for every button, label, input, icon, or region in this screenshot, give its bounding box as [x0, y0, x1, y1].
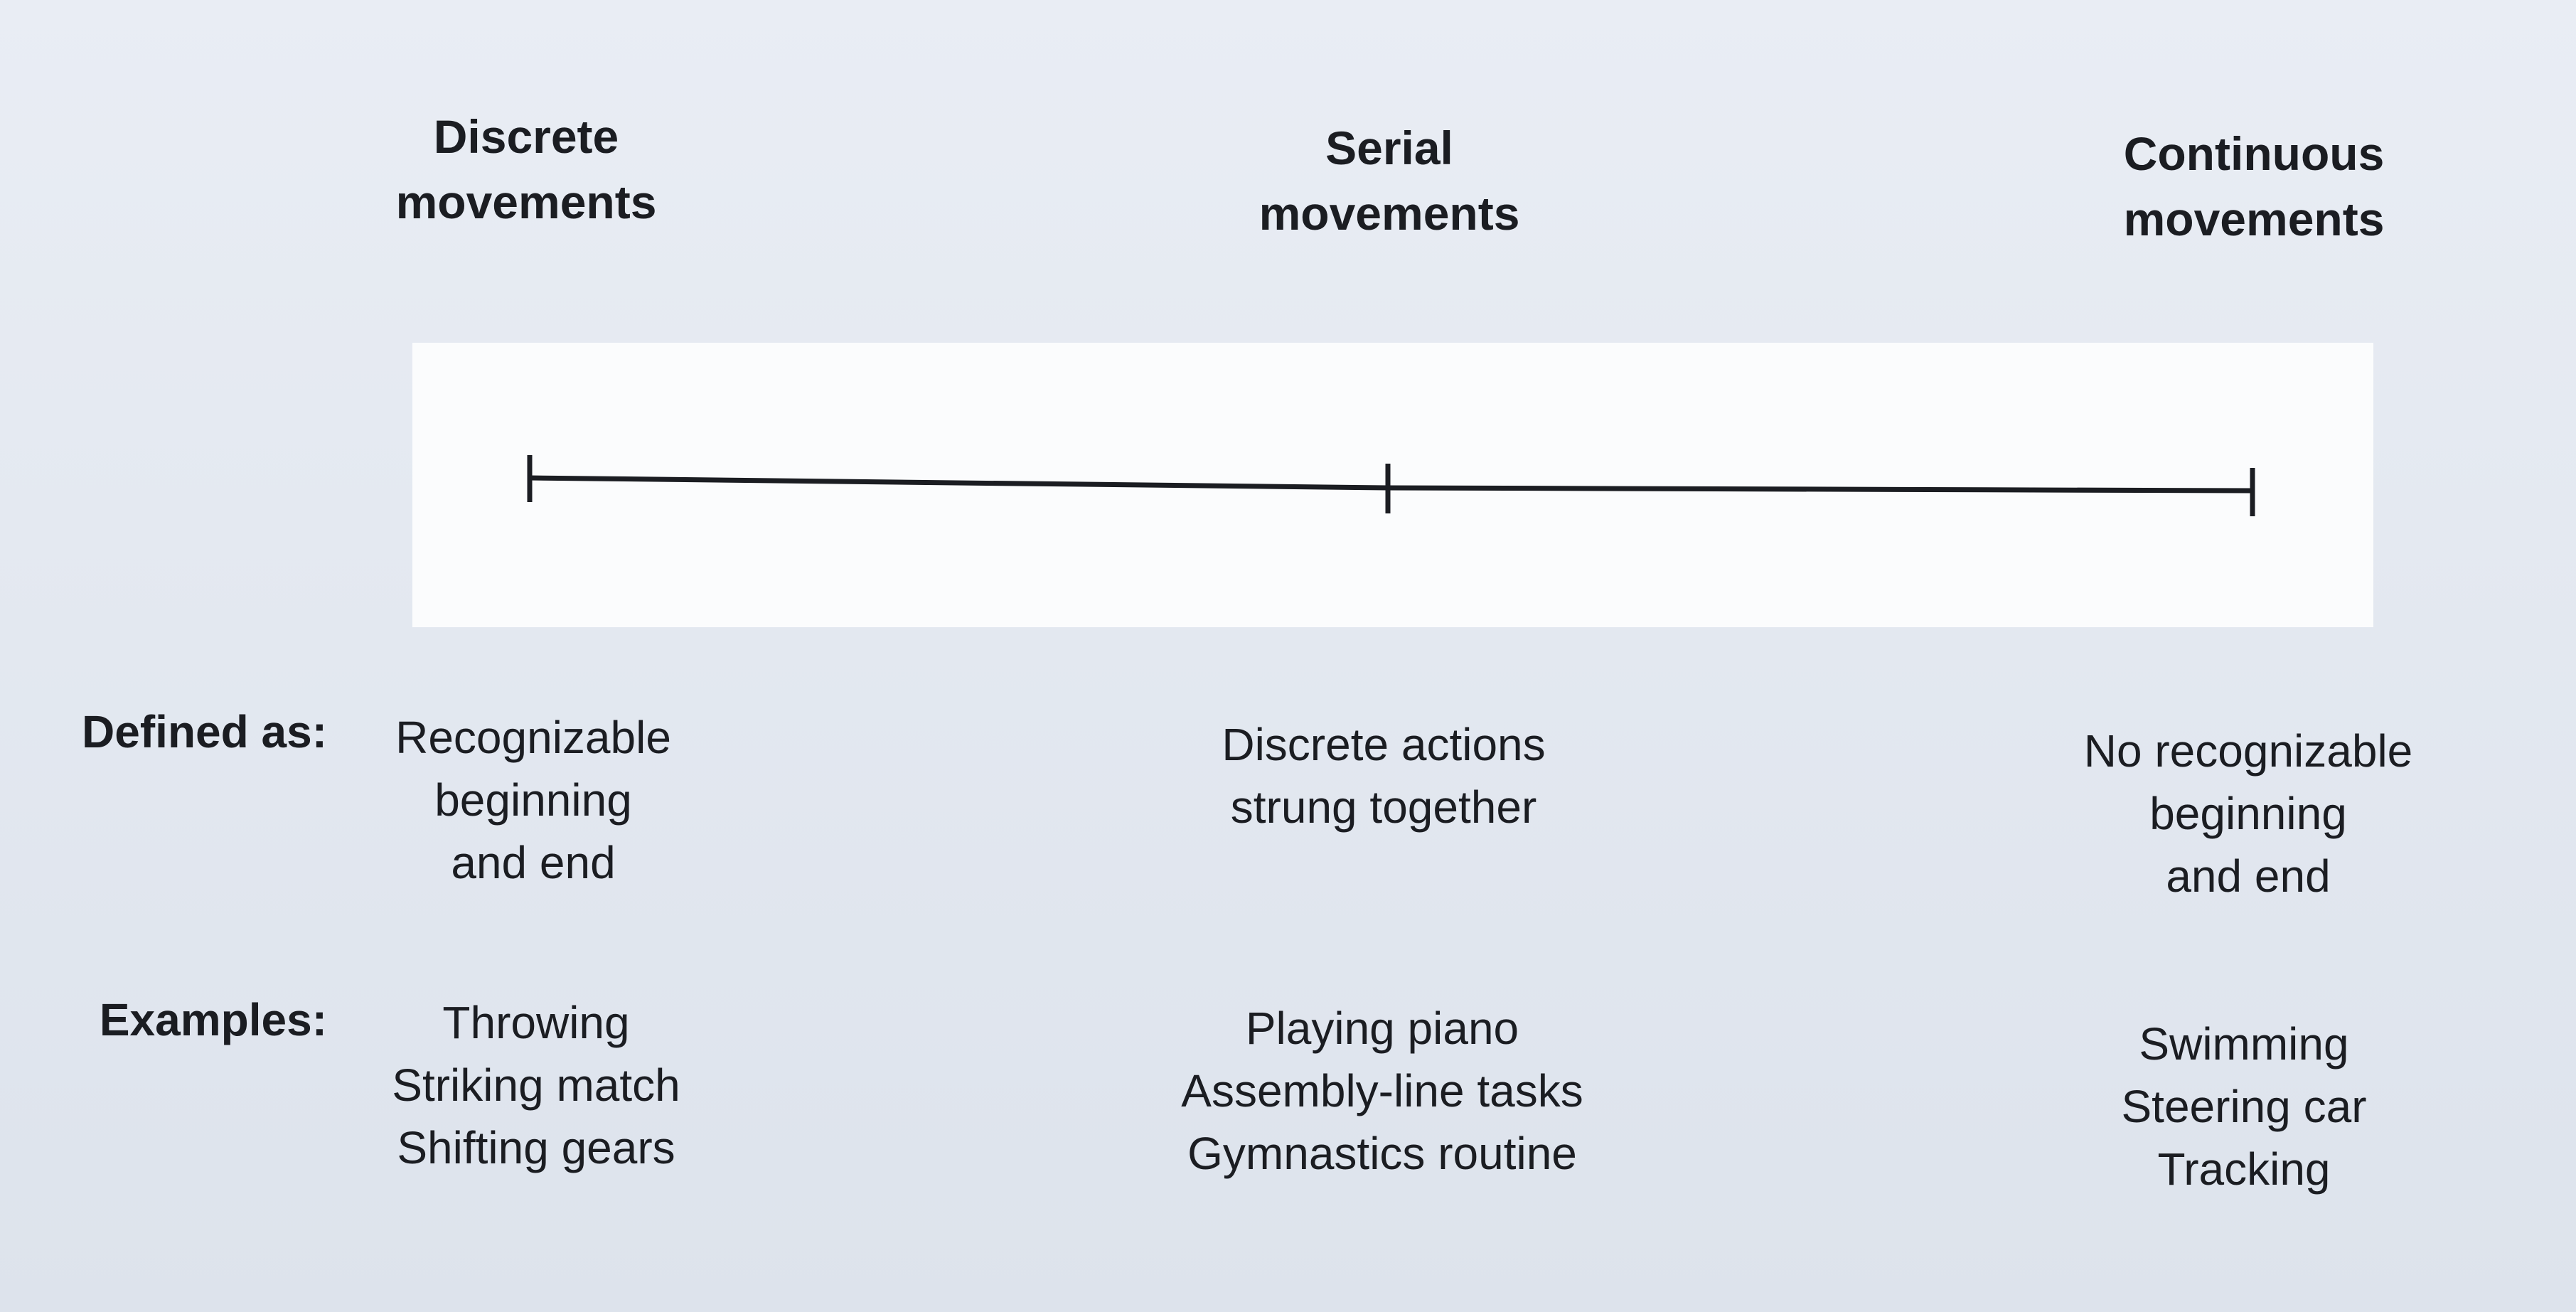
- row-label-examples: Examples:: [99, 994, 327, 1045]
- scale-panel: [412, 343, 2373, 627]
- defined-as-continuous-line-3: and end: [2166, 850, 2331, 902]
- defined-as-serial: Discrete actions strung together: [1064, 713, 1704, 838]
- heading-discrete-movements: Discrete movements: [256, 104, 796, 235]
- defined-as-continuous-line-1: No recognizable: [2083, 725, 2413, 777]
- continuum-line-right: [1387, 485, 2253, 494]
- examples-serial-line-2: Assembly-line tasks: [1181, 1065, 1583, 1116]
- heading-serial-line-2: movements: [1258, 187, 1520, 240]
- defined-as-discrete-line-3: and end: [451, 837, 616, 888]
- examples-serial: Playing piano Assembly-line tasks Gymnas…: [1062, 997, 1702, 1185]
- examples-discrete-line-2: Striking match: [392, 1060, 680, 1111]
- defined-as-continuous: No recognizable beginning and end: [1928, 720, 2568, 907]
- defined-as-serial-line-1: Discrete actions: [1222, 719, 1546, 770]
- defined-as-discrete-line-1: Recognizable: [395, 712, 671, 763]
- heading-serial-movements: Serial movements: [1119, 115, 1660, 246]
- examples-continuous: Swimming Steering car Tracking: [1924, 1013, 2564, 1200]
- row-label-defined-as: Defined as:: [82, 706, 327, 757]
- heading-discrete-line-2: movements: [395, 176, 657, 228]
- examples-discrete: Throwing Striking match Shifting gears: [216, 991, 856, 1179]
- continuum-line-left: [529, 475, 1389, 491]
- heading-continuous-movements: Continuous movements: [1984, 121, 2524, 252]
- examples-continuous-line-2: Steering car: [2121, 1081, 2367, 1132]
- defined-as-continuous-line-2: beginning: [2149, 788, 2347, 839]
- heading-serial-line-1: Serial: [1325, 122, 1453, 174]
- defined-as-discrete: Recognizable beginning and end: [213, 706, 853, 894]
- examples-serial-line-3: Gymnastics routine: [1187, 1128, 1577, 1179]
- heading-discrete-line-1: Discrete: [433, 110, 619, 163]
- examples-continuous-line-1: Swimming: [2139, 1018, 2349, 1070]
- examples-serial-line-1: Playing piano: [1245, 1003, 1519, 1054]
- defined-as-discrete-line-2: beginning: [434, 774, 632, 826]
- heading-continuous-line-2: movements: [2123, 193, 2385, 245]
- examples-discrete-line-3: Shifting gears: [397, 1122, 675, 1173]
- defined-as-serial-line-2: strung together: [1230, 782, 1537, 833]
- examples-continuous-line-3: Tracking: [2157, 1143, 2331, 1195]
- heading-continuous-line-1: Continuous: [2123, 127, 2385, 180]
- examples-discrete-line-1: Throwing: [442, 997, 630, 1048]
